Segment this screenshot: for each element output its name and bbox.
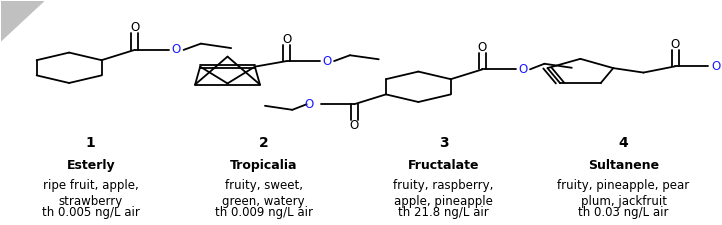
Text: green, watery: green, watery bbox=[222, 196, 305, 208]
Text: Tropicalia: Tropicalia bbox=[230, 159, 297, 171]
Text: th 0.005 ng/L air: th 0.005 ng/L air bbox=[42, 206, 139, 219]
Text: 1: 1 bbox=[86, 136, 95, 150]
Text: th 0.009 ng/L air: th 0.009 ng/L air bbox=[214, 206, 313, 219]
Text: fruity, raspberry,: fruity, raspberry, bbox=[393, 179, 494, 192]
Text: O: O bbox=[130, 21, 139, 34]
Text: 4: 4 bbox=[619, 136, 628, 150]
Text: Fructalate: Fructalate bbox=[408, 159, 479, 171]
Text: th 21.8 ng/L air: th 21.8 ng/L air bbox=[398, 206, 489, 219]
Text: O: O bbox=[305, 98, 314, 111]
Text: th 0.03 ng/L air: th 0.03 ng/L air bbox=[578, 206, 669, 219]
Text: O: O bbox=[322, 55, 331, 68]
Text: strawberry: strawberry bbox=[58, 196, 123, 208]
Text: O: O bbox=[282, 33, 291, 46]
Text: fruity, sweet,: fruity, sweet, bbox=[225, 179, 303, 192]
Text: O: O bbox=[671, 38, 680, 51]
Text: O: O bbox=[711, 60, 720, 73]
Polygon shape bbox=[1, 1, 44, 41]
Text: 3: 3 bbox=[439, 136, 448, 150]
Text: O: O bbox=[518, 63, 527, 76]
Text: Esterly: Esterly bbox=[66, 159, 115, 171]
Text: O: O bbox=[349, 119, 359, 133]
Text: apple, pineapple: apple, pineapple bbox=[394, 196, 493, 208]
Text: fruity, pineapple, pear: fruity, pineapple, pear bbox=[557, 179, 690, 192]
Text: Sultanene: Sultanene bbox=[588, 159, 659, 171]
Text: 2: 2 bbox=[258, 136, 269, 150]
Text: plum, jackfruit: plum, jackfruit bbox=[580, 196, 666, 208]
Text: O: O bbox=[172, 43, 181, 56]
Text: ripe fruit, apple,: ripe fruit, apple, bbox=[43, 179, 139, 192]
Text: O: O bbox=[478, 41, 487, 54]
